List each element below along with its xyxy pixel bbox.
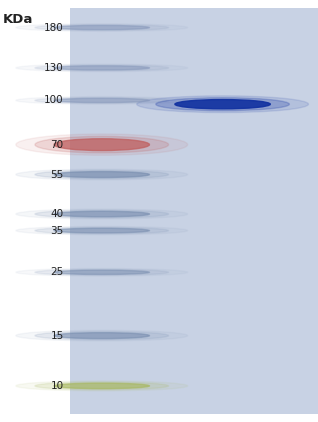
Text: KDa: KDa <box>3 13 34 26</box>
FancyBboxPatch shape <box>70 8 318 414</box>
Ellipse shape <box>35 332 169 340</box>
Ellipse shape <box>156 98 289 111</box>
Ellipse shape <box>35 382 169 390</box>
Text: 180: 180 <box>44 22 64 32</box>
Ellipse shape <box>16 169 188 180</box>
Text: 35: 35 <box>50 226 64 235</box>
Ellipse shape <box>16 268 188 276</box>
Ellipse shape <box>16 24 188 31</box>
Ellipse shape <box>35 170 169 179</box>
Ellipse shape <box>35 97 169 103</box>
Ellipse shape <box>54 383 149 389</box>
Text: 15: 15 <box>50 330 64 341</box>
Ellipse shape <box>16 330 188 341</box>
Ellipse shape <box>35 227 169 234</box>
Ellipse shape <box>35 65 169 71</box>
Ellipse shape <box>35 24 169 30</box>
Text: 25: 25 <box>50 267 64 277</box>
Ellipse shape <box>54 333 149 338</box>
Ellipse shape <box>54 172 149 178</box>
Ellipse shape <box>137 96 308 113</box>
Ellipse shape <box>54 139 149 151</box>
Ellipse shape <box>16 226 188 235</box>
Ellipse shape <box>16 64 188 72</box>
Text: 10: 10 <box>51 381 64 391</box>
Ellipse shape <box>16 381 188 391</box>
Text: 130: 130 <box>44 63 64 73</box>
Ellipse shape <box>54 211 149 217</box>
Ellipse shape <box>175 100 270 109</box>
Ellipse shape <box>54 25 149 30</box>
Ellipse shape <box>16 134 188 155</box>
Ellipse shape <box>54 270 149 274</box>
Text: 70: 70 <box>51 140 64 150</box>
Ellipse shape <box>54 228 149 233</box>
Ellipse shape <box>16 97 188 104</box>
Ellipse shape <box>35 269 169 275</box>
Ellipse shape <box>35 136 169 153</box>
Ellipse shape <box>54 98 149 103</box>
Text: 100: 100 <box>44 95 64 106</box>
Ellipse shape <box>54 66 149 70</box>
Text: 40: 40 <box>51 209 64 219</box>
Ellipse shape <box>16 209 188 219</box>
Text: 55: 55 <box>50 170 64 179</box>
Ellipse shape <box>35 210 169 218</box>
